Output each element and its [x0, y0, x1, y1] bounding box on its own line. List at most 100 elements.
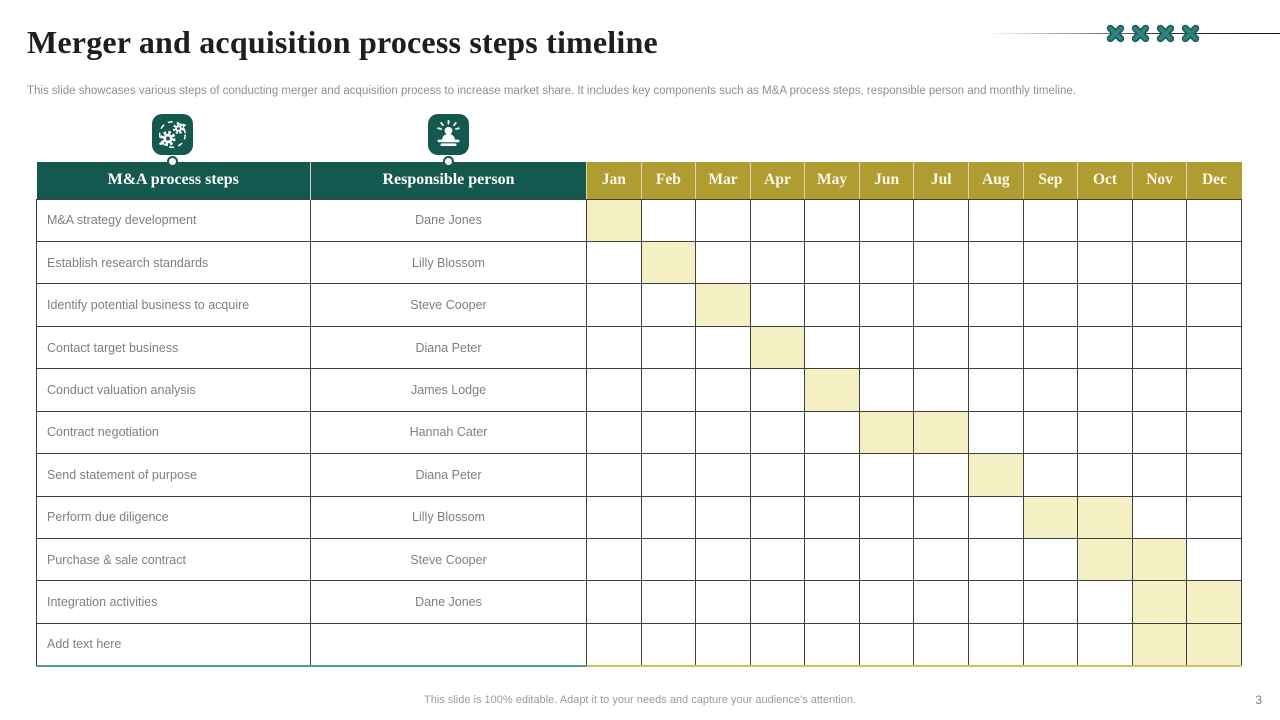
table-row: Add text here — [36, 622, 1242, 667]
timeline-empty-cell — [1077, 283, 1133, 327]
timeline-empty-cell — [640, 198, 697, 242]
process-step-cell: Send statement of purpose — [36, 453, 311, 497]
process-step-cell: M&A strategy development — [36, 198, 311, 242]
timeline-empty-cell — [858, 198, 915, 242]
timeline-empty-cell — [640, 325, 697, 370]
timeline-empty-cell — [1131, 325, 1188, 370]
timeline-empty-cell — [858, 368, 915, 412]
timeline-empty-cell — [1077, 240, 1133, 285]
timeline-empty-cell — [1131, 495, 1188, 540]
timeline-empty-cell — [913, 495, 970, 540]
timeline-empty-cell — [858, 580, 915, 624]
table-row: Perform due diligence Lilly Blossom — [36, 495, 1242, 540]
table-row: Identify potential business to acquire St… — [36, 283, 1242, 327]
timeline-empty-cell — [1022, 283, 1079, 327]
month-header-dec: Dec — [1186, 162, 1242, 200]
timeline-empty-cell — [858, 283, 915, 327]
timeline-empty-cell — [695, 410, 751, 455]
timeline-empty-cell — [968, 368, 1024, 412]
month-header-sep: Sep — [1022, 162, 1078, 200]
x-cross-icon — [1106, 24, 1125, 43]
timeline-empty-cell — [968, 495, 1024, 540]
decorative-line — [985, 33, 1280, 34]
timeline-empty-cell — [804, 410, 860, 455]
x-cross-icon — [1181, 24, 1200, 43]
timeline-empty-cell — [640, 495, 697, 540]
table-row: Integration activities Dane Jones — [36, 580, 1242, 624]
timeline-empty-cell — [804, 495, 860, 540]
process-step-cell: Perform due diligence — [36, 495, 311, 540]
timeline-empty-cell — [1186, 453, 1242, 497]
timeline-empty-cell — [858, 453, 915, 497]
timeline-active-cell — [640, 240, 697, 285]
connector-dot — [443, 156, 454, 167]
timeline-empty-cell — [1022, 580, 1079, 624]
timeline-empty-cell — [749, 283, 806, 327]
timeline-empty-cell — [1131, 198, 1188, 242]
timeline-empty-cell — [968, 622, 1024, 667]
timeline-empty-cell — [804, 622, 860, 667]
timeline-empty-cell — [586, 283, 642, 327]
timeline-empty-cell — [1186, 283, 1242, 327]
table-row: Contract negotiation Hannah Cater — [36, 410, 1242, 455]
process-step-cell: Integration activities — [36, 580, 311, 624]
timeline-empty-cell — [1186, 410, 1242, 455]
process-step-cell: Contract negotiation — [36, 410, 311, 455]
timeline-empty-cell — [749, 580, 806, 624]
page-title: Merger and acquisition process steps tim… — [27, 24, 658, 60]
timeline-empty-cell — [858, 325, 915, 370]
page-number: 3 — [1255, 693, 1262, 707]
gantt-timeline-table: M&A process steps Responsible person Jan… — [36, 162, 1242, 667]
timeline-active-cell — [1077, 495, 1133, 540]
timeline-active-cell — [1131, 537, 1188, 582]
process-step-cell: Contact target business — [36, 325, 311, 370]
timeline-empty-cell — [804, 283, 860, 327]
timeline-empty-cell — [640, 580, 697, 624]
responsible-person-cell: Steve Cooper — [310, 283, 587, 327]
timeline-empty-cell — [586, 325, 642, 370]
responsible-person-cell: Diana Peter — [310, 453, 587, 497]
timeline-empty-cell — [1077, 410, 1133, 455]
timeline-empty-cell — [858, 495, 915, 540]
timeline-empty-cell — [586, 622, 642, 667]
timeline-empty-cell — [804, 537, 860, 582]
timeline-empty-cell — [749, 453, 806, 497]
timeline-empty-cell — [968, 240, 1024, 285]
timeline-active-cell — [1077, 537, 1133, 582]
timeline-empty-cell — [640, 368, 697, 412]
timeline-empty-cell — [695, 580, 751, 624]
table-row: Conduct valuation analysis James Lodge — [36, 368, 1242, 412]
timeline-empty-cell — [1077, 368, 1133, 412]
column-header-process-steps: M&A process steps — [36, 162, 311, 199]
responsible-person-cell: Lilly Blossom — [310, 495, 587, 540]
responsible-person-cell: Hannah Cater — [310, 410, 587, 455]
timeline-empty-cell — [968, 283, 1024, 327]
timeline-empty-cell — [749, 240, 806, 285]
timeline-active-cell — [1186, 580, 1242, 624]
timeline-empty-cell — [1186, 495, 1242, 540]
month-header-jun: Jun — [858, 162, 914, 200]
timeline-empty-cell — [968, 537, 1024, 582]
timeline-empty-cell — [586, 240, 642, 285]
timeline-empty-cell — [913, 325, 970, 370]
process-step-cell: Add text here — [36, 622, 311, 667]
timeline-empty-cell — [804, 240, 860, 285]
timeline-active-cell — [804, 368, 860, 412]
timeline-empty-cell — [640, 622, 697, 667]
responsible-person-cell: Lilly Blossom — [310, 240, 587, 285]
footer-note: This slide is 100% editable. Adapt it to… — [424, 694, 856, 706]
timeline-empty-cell — [640, 283, 697, 327]
responsible-person-cell: Dane Jones — [310, 198, 587, 242]
timeline-empty-cell — [913, 537, 970, 582]
month-header-nov: Nov — [1131, 162, 1187, 200]
timeline-empty-cell — [586, 537, 642, 582]
timeline-empty-cell — [640, 453, 697, 497]
table-row: Purchase & sale contract Steve Cooper — [36, 537, 1242, 582]
timeline-empty-cell — [913, 240, 970, 285]
table-header-row: M&A process steps Responsible person Jan… — [36, 162, 1242, 200]
timeline-empty-cell — [1186, 240, 1242, 285]
presenter-person-icon — [428, 114, 469, 155]
gears-cycle-icon — [152, 114, 193, 155]
timeline-empty-cell — [1077, 622, 1133, 667]
timeline-empty-cell — [1022, 368, 1079, 412]
